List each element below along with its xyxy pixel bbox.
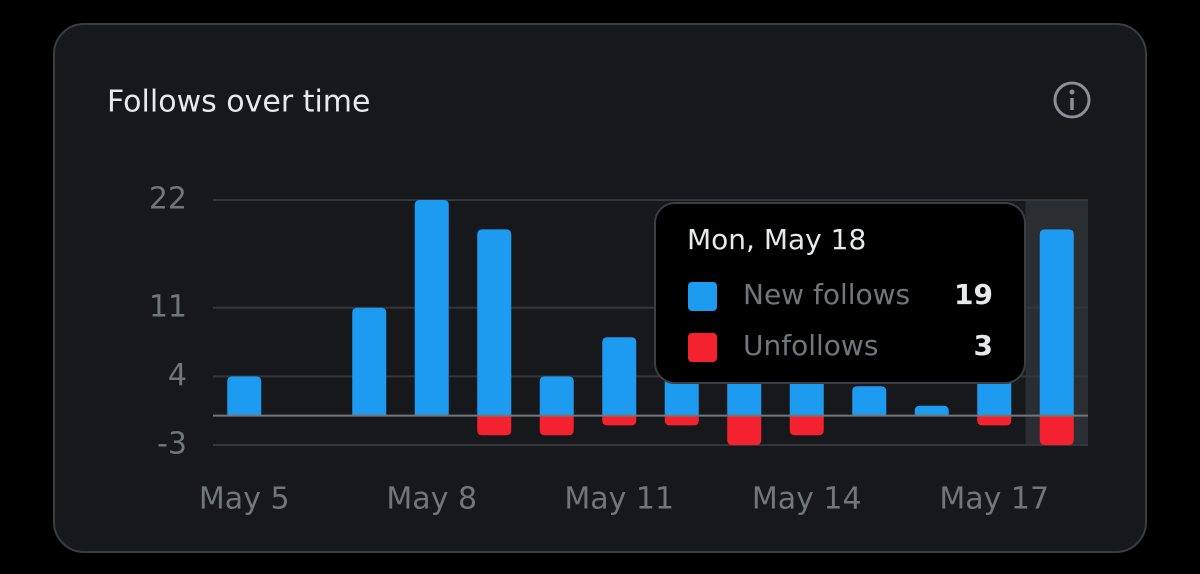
bar (789, 415, 824, 436)
y-tick-label: 11 (149, 289, 187, 324)
bar (539, 376, 574, 416)
legend-swatch (688, 282, 717, 311)
bar (602, 337, 637, 416)
tooltip-title: Mon, May 18 (687, 223, 866, 256)
card (53, 23, 1147, 553)
bar (602, 415, 637, 426)
bar (227, 376, 262, 416)
bar (914, 405, 949, 416)
tooltip: Mon, May 18 New follows 19 Unfollows 3 (654, 202, 1026, 384)
bar (1039, 415, 1074, 445)
bar (977, 415, 1012, 426)
legend-swatch (688, 333, 717, 362)
bar (477, 229, 512, 416)
info-icon[interactable] (1053, 81, 1091, 119)
bar (352, 307, 387, 416)
bar (539, 415, 574, 436)
bar (477, 415, 512, 436)
y-tick-label: -3 (157, 427, 187, 462)
chart-title: Follows over time (107, 85, 370, 120)
x-tick-label: May 14 (752, 482, 862, 517)
y-tick-label: 4 (168, 358, 187, 393)
x-tick-label: May 11 (564, 482, 674, 517)
tooltip-box (654, 202, 1026, 384)
tooltip-value: 3 (974, 329, 993, 362)
bar (664, 376, 699, 416)
bar (852, 386, 887, 416)
legend-label: Unfollows (743, 329, 878, 362)
y-tick-label: 22 (149, 182, 187, 217)
x-tick-label: May 8 (386, 482, 477, 517)
bar (414, 200, 449, 416)
legend-label: New follows (743, 278, 910, 311)
x-tick-label: May 17 (939, 482, 1049, 517)
bar (664, 415, 699, 426)
x-tick-label: May 5 (199, 482, 290, 517)
bar (727, 415, 762, 445)
tooltip-value: 19 (954, 278, 993, 311)
bar (1039, 229, 1074, 416)
